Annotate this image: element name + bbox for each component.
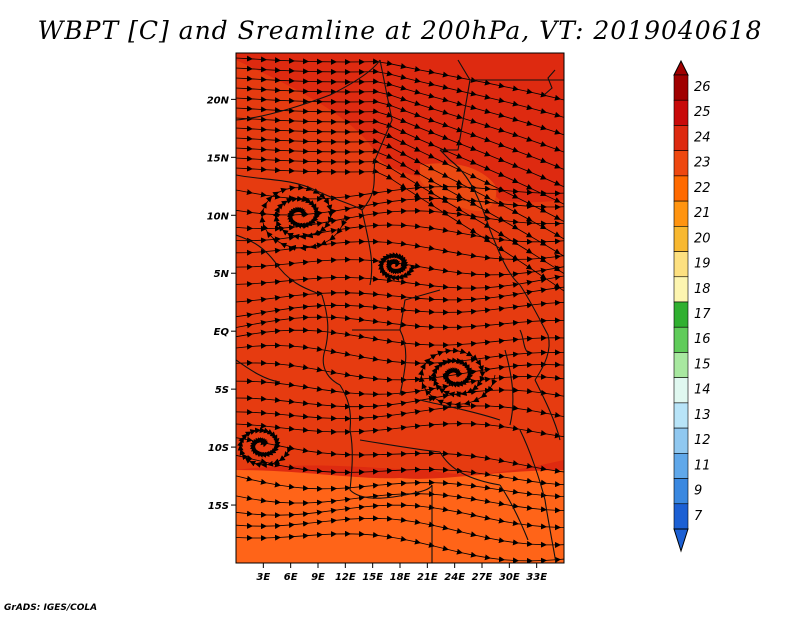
colorbar-label-18: 18	[694, 282, 711, 297]
x-axis-ticks: 3E 6E 9E 12E 15E 18E 21E 24E 27E 30E 33E	[256, 563, 547, 583]
y-tick-label-5S: 5S	[215, 385, 229, 396]
colorbar-label-12: 12	[694, 433, 711, 448]
x-tick-label-18E: 18E	[390, 572, 411, 583]
colorbar-label-23: 23	[694, 156, 711, 171]
x-tick-label-6E: 6E	[284, 572, 298, 583]
streamline	[236, 285, 564, 305]
colorbar-label-14: 14	[694, 383, 711, 398]
x-tick-label-33E: 33E	[526, 572, 547, 583]
streamlines	[236, 55, 564, 563]
colorbar-label-19: 19	[694, 257, 711, 272]
y-tick-label-10N: 10N	[207, 211, 230, 222]
colorbar-label-11: 11	[694, 458, 711, 473]
y-tick-label-EQ: EQ	[214, 327, 230, 338]
colorbar-swatch-3	[673, 150, 689, 177]
colorbar-swatch-14	[673, 427, 689, 454]
colorbar-label-20: 20	[694, 231, 711, 246]
y-tick-label-15S: 15S	[208, 501, 229, 512]
chart-title: WBPT [C] and Sreamline at 200hPa, VT: 20…	[37, 16, 763, 45]
colorbar-swatch-7	[673, 251, 689, 278]
colorbar-swatch-17	[673, 503, 689, 530]
colorbar-bottom-arrow	[673, 528, 689, 553]
colorbar-swatch-2	[673, 125, 689, 151]
colorbar-label-16: 16	[694, 332, 711, 347]
y-axis-ticks: 20N 15N 10N 5N EQ 5S 10S 15S	[207, 95, 236, 512]
x-tick-label-3E: 3E	[256, 572, 270, 583]
streamline	[418, 347, 498, 408]
colorbar-label-7: 7	[694, 509, 703, 524]
colorbar-swatch-6	[673, 226, 689, 252]
y-tick-label-5N: 5N	[214, 269, 230, 280]
x-tick-label-27E: 27E	[472, 572, 493, 583]
colorbar-label-26: 26	[694, 80, 711, 95]
colorbar-swatch-4	[673, 175, 689, 202]
colorbar-swatch-16	[673, 478, 689, 505]
colorbar-swatch-15	[673, 453, 689, 479]
colorbar-swatch-12	[673, 377, 689, 404]
colorbar-swatch-5	[673, 200, 689, 227]
colorbar: 26 25 24 23 22 21 20 19 18 17 16 15 14 13 12 11 9 7	[673, 59, 711, 553]
colorbar-label-25: 25	[694, 105, 711, 120]
y-tick-label-15N: 15N	[207, 153, 230, 164]
streamline	[259, 184, 347, 252]
x-tick-label-12E: 12E	[335, 572, 356, 583]
colorbar-label-24: 24	[694, 130, 711, 145]
x-tick-label-9E: 9E	[311, 572, 325, 583]
colorbar-label-17: 17	[694, 307, 711, 322]
streamline	[236, 299, 564, 319]
colorbar-swatch-10	[673, 326, 689, 353]
y-tick-label-10S: 10S	[208, 443, 229, 454]
colorbar-label-13: 13	[694, 408, 711, 423]
colorbar-swatch-8	[673, 276, 689, 303]
country-borders	[236, 59, 564, 563]
x-tick-label-24E: 24E	[444, 572, 465, 583]
colorbar-top-arrow	[673, 59, 689, 76]
colorbar-swatch-9	[673, 301, 689, 328]
streamline	[236, 402, 564, 422]
colorbar-swatch-0	[673, 74, 689, 101]
streamline	[236, 530, 564, 563]
colorbar-label-15: 15	[694, 357, 711, 372]
x-tick-label-15E: 15E	[362, 572, 383, 583]
x-tick-label-30E: 30E	[499, 572, 520, 583]
colorbar-label-22: 22	[694, 181, 711, 196]
colorbar-label-9: 9	[694, 484, 702, 499]
streamline	[236, 314, 564, 331]
streamline	[377, 252, 417, 281]
colorbar-swatch-1	[673, 99, 689, 126]
colorbar-swatch-11	[673, 352, 689, 378]
x-tick-label-21E: 21E	[417, 572, 438, 583]
wbpt-fill	[236, 53, 564, 563]
y-tick-label-20N: 20N	[207, 95, 230, 106]
grads-credit: GrADS: IGES/COLA	[4, 603, 98, 613]
streamline	[237, 427, 293, 468]
colorbar-label-21: 21	[694, 206, 711, 221]
colorbar-swatch-13	[673, 402, 689, 429]
